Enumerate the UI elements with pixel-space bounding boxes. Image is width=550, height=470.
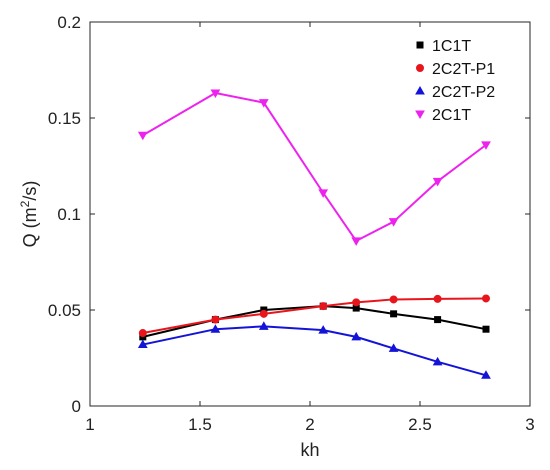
plot-area — [89, 21, 531, 407]
legend: 1C1T 2C2T-P1 2C2T-P2 2C1T — [415, 38, 495, 124]
data-point — [481, 370, 491, 379]
data-point — [351, 237, 362, 246]
data-point — [318, 325, 329, 334]
data-point — [210, 89, 221, 99]
legend-label: 2C2T-P1 — [432, 61, 495, 78]
y-axis-label-sup: 2 — [18, 200, 32, 207]
legend-label: 2C2T-P2 — [432, 84, 495, 101]
data-point — [434, 316, 442, 324]
data-point — [481, 141, 491, 150]
legend-item: 2C1T — [415, 107, 471, 124]
legend-marker — [416, 64, 424, 72]
series-2c2t-p1 — [138, 294, 490, 338]
data-point — [351, 331, 362, 341]
data-point — [390, 310, 398, 318]
y-axis-label-main: Q (m — [20, 207, 40, 247]
y-tick-label: 0.2 — [57, 13, 81, 32]
data-point — [258, 99, 269, 108]
series-line — [142, 297, 487, 335]
legend-item: 2C2T-P2 — [415, 84, 495, 101]
data-point — [388, 218, 399, 227]
y-tick-label: 0.1 — [57, 205, 81, 224]
legend-item: 2C2T-P1 — [416, 61, 495, 78]
y-tick-label: 0 — [72, 397, 81, 416]
data-point — [433, 294, 442, 303]
y-axis-label: Q (m2/s) — [18, 181, 40, 248]
data-point — [389, 295, 398, 304]
axes: 1 1.5 2 2.5 3 0 0.05 0.1 0.15 0.2 — [48, 13, 535, 434]
data-point — [432, 356, 443, 366]
x-tick-label: 1 — [85, 415, 94, 434]
data-point — [319, 302, 328, 311]
data-point — [137, 339, 148, 349]
legend-marker — [415, 110, 425, 120]
legend-marker — [416, 41, 424, 49]
legend-label: 2C1T — [432, 107, 471, 124]
series-layer — [137, 89, 491, 379]
data-point — [318, 189, 329, 198]
data-point — [259, 309, 268, 318]
y-axis-label-tail: /s) — [20, 181, 40, 201]
x-tick-label: 1.5 — [188, 415, 212, 434]
data-point — [482, 294, 490, 303]
data-point — [482, 325, 490, 333]
data-point — [210, 324, 221, 333]
data-point — [137, 131, 148, 141]
series-line — [142, 325, 487, 377]
y-tick-label: 0.05 — [48, 301, 81, 320]
legend-label: 1C1T — [432, 38, 471, 55]
series-2c1t — [137, 89, 491, 246]
data-point — [432, 177, 443, 187]
data-point — [258, 321, 269, 330]
x-tick-label: 2 — [305, 415, 314, 434]
x-tick-label: 2.5 — [408, 415, 432, 434]
data-point — [138, 329, 147, 338]
series-line — [142, 92, 487, 242]
x-tick-label: 3 — [525, 415, 534, 434]
data-point — [352, 298, 361, 307]
data-point — [211, 315, 220, 324]
data-point — [388, 343, 399, 352]
series-2c2t-p2 — [137, 321, 491, 379]
legend-item: 1C1T — [416, 38, 471, 55]
x-axis-label: kh — [300, 440, 319, 460]
y-tick-label: 0.15 — [48, 109, 81, 128]
legend-marker — [415, 85, 425, 95]
